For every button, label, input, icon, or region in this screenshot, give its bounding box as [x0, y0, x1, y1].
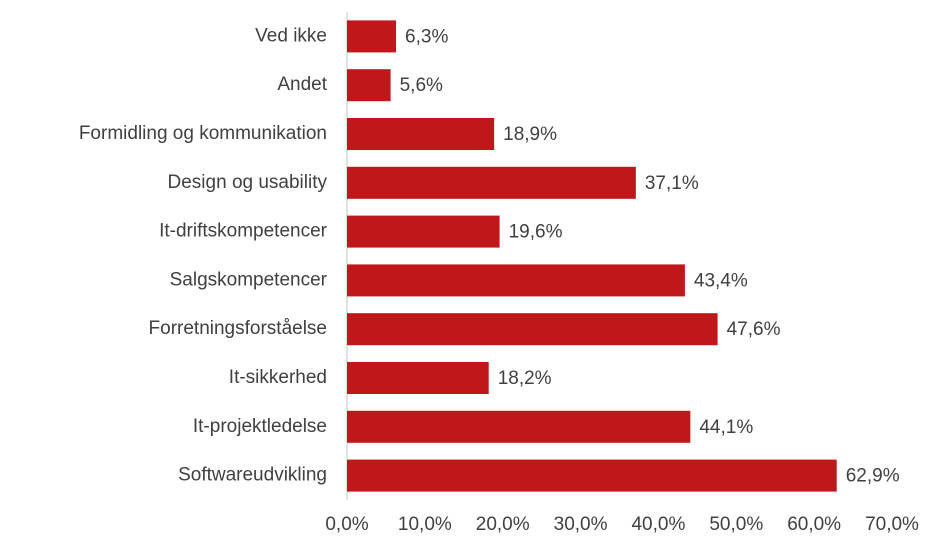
- y-tick-label: Design og usability: [168, 172, 328, 193]
- data-label: 6,3%: [405, 26, 448, 47]
- data-label: 18,9%: [503, 124, 557, 145]
- data-label: 37,1%: [645, 173, 699, 194]
- bar: [347, 166, 636, 199]
- y-tick-label: Ved ikke: [255, 25, 327, 46]
- x-tick-label: 40,0%: [631, 514, 685, 535]
- x-tick-label: 0,0%: [325, 514, 368, 535]
- y-tick-label: It-projektledelse: [193, 416, 327, 437]
- bar: [347, 69, 391, 102]
- data-label: 43,4%: [694, 270, 748, 291]
- y-tick-label: It-sikkerhed: [229, 367, 327, 388]
- y-tick-label: It-driftskompetencer: [159, 221, 328, 242]
- bar: [347, 313, 718, 346]
- bar: [347, 410, 691, 443]
- y-tick-label: Andet: [277, 74, 327, 95]
- data-label: 62,9%: [846, 466, 900, 487]
- x-tick-label: 20,0%: [476, 514, 530, 535]
- bar: [347, 118, 495, 150]
- x-tick-label: 30,0%: [554, 514, 608, 535]
- y-tick-label: Salgskompetencer: [170, 269, 328, 290]
- data-label: 47,6%: [727, 319, 781, 340]
- bar: [347, 362, 489, 394]
- y-tick-label: Forretningsforståelse: [149, 318, 327, 339]
- x-tick-label: 50,0%: [709, 514, 763, 535]
- x-tick-label: 10,0%: [398, 514, 452, 535]
- bar: [347, 264, 685, 297]
- data-label: 19,6%: [509, 222, 563, 243]
- bar: [347, 20, 397, 53]
- bar: [347, 215, 500, 248]
- bar: [347, 459, 837, 492]
- x-tick-label: 70,0%: [865, 514, 919, 535]
- data-label: 5,6%: [400, 75, 443, 96]
- y-tick-label: Formidling og kommunikation: [79, 123, 327, 144]
- data-label: 18,2%: [498, 368, 552, 389]
- x-tick-label: 60,0%: [787, 514, 841, 535]
- data-label: 44,1%: [699, 417, 753, 438]
- y-tick-label: Softwareudvikling: [178, 465, 327, 486]
